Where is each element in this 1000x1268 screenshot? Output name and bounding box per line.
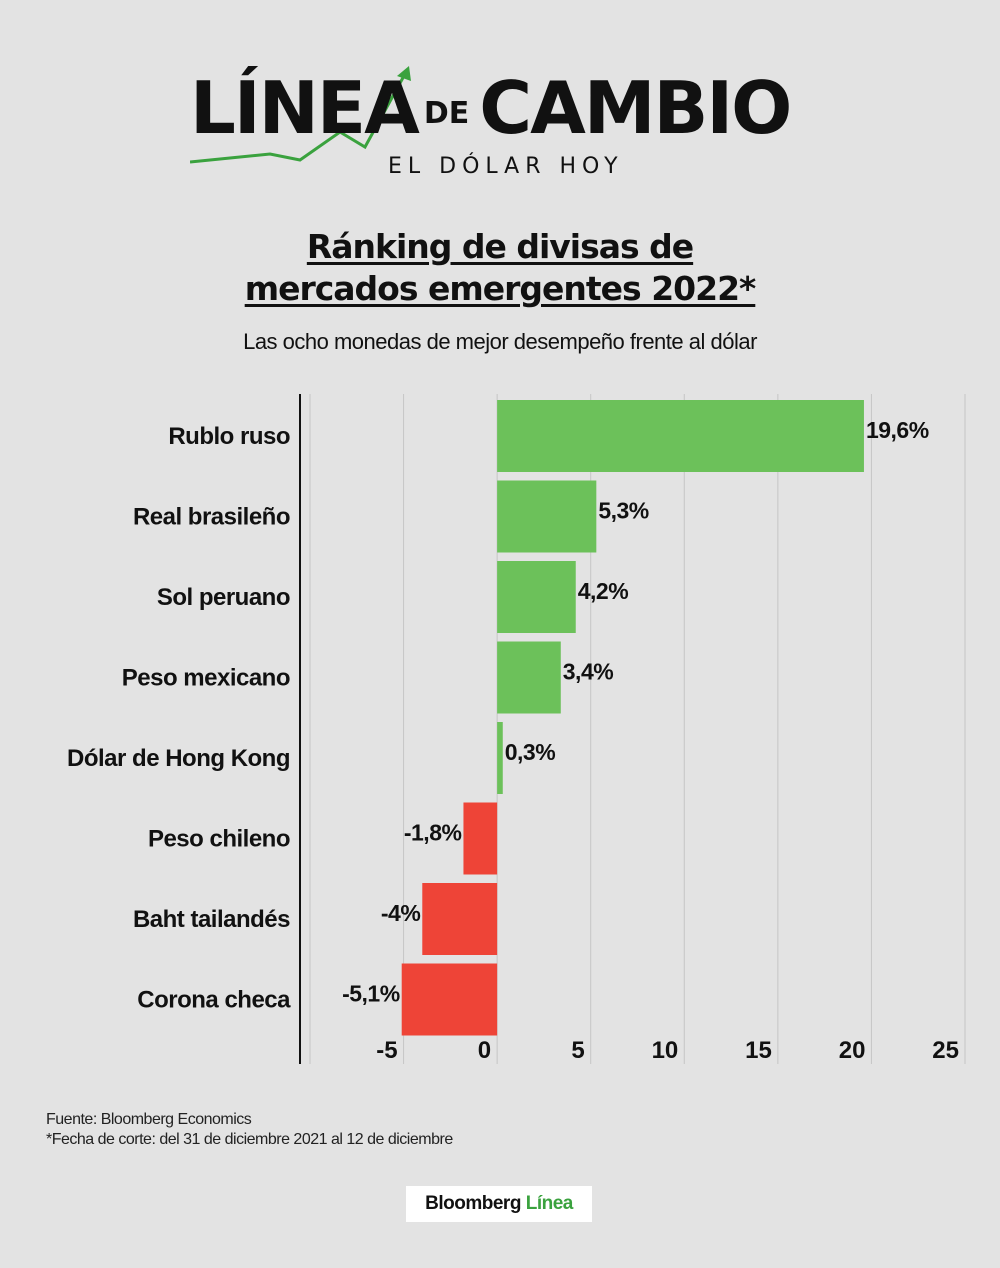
x-tick-label: -5 bbox=[376, 1037, 397, 1064]
data-label: -1,8% bbox=[404, 820, 462, 846]
category-label: Peso mexicano bbox=[122, 665, 290, 692]
x-tick-label: 15 bbox=[745, 1037, 772, 1064]
brand-accent: Línea bbox=[525, 1193, 574, 1214]
bar bbox=[497, 480, 597, 553]
bar bbox=[463, 802, 498, 875]
category-label: Real brasileño bbox=[133, 504, 290, 531]
logo-subtitle: EL DÓLAR HOY bbox=[388, 154, 624, 179]
bar bbox=[497, 722, 503, 794]
bar bbox=[497, 400, 864, 472]
category-label: Peso chileno bbox=[148, 826, 290, 853]
category-label: Rublo ruso bbox=[168, 423, 290, 450]
logo: LÍNEA DE CAMBIO EL DÓLAR HOY bbox=[190, 62, 850, 182]
trend-arrow-icon bbox=[190, 66, 411, 164]
chart-subtitle: Las ocho monedas de mejor desempeño fren… bbox=[243, 329, 757, 354]
data-label: 5,3% bbox=[598, 498, 648, 524]
x-tick-label: 0 bbox=[478, 1037, 491, 1064]
data-label: 19,6% bbox=[866, 417, 929, 443]
category-label: Corona checa bbox=[137, 987, 291, 1014]
footer: Fuente: Bloomberg Economics *Fecha de co… bbox=[46, 1110, 453, 1150]
date-note: *Fecha de corte: del 31 de diciembre 202… bbox=[46, 1131, 453, 1148]
data-label: 4,2% bbox=[578, 578, 628, 604]
chart-title: Ránking de divisas de mercados emergente… bbox=[0, 226, 1000, 310]
bar bbox=[401, 963, 498, 1036]
data-label: 3,4% bbox=[563, 659, 613, 685]
x-tick-label: 10 bbox=[652, 1037, 679, 1064]
logo-title: LÍNEA DE CAMBIO bbox=[190, 72, 792, 144]
category-label: Baht tailandés bbox=[133, 906, 290, 933]
source-note: Fuente: Bloomberg Economics bbox=[46, 1111, 252, 1128]
chart-title-line-1: Ránking de divisas de bbox=[306, 227, 694, 266]
logo-word-cambio: CAMBIO bbox=[479, 66, 792, 150]
chart-title-line-2: mercados emergentes 2022* bbox=[244, 269, 757, 308]
brand-name: Bloomberg bbox=[425, 1193, 521, 1214]
logo-word-de: DE bbox=[423, 96, 470, 131]
category-label: Sol peruano bbox=[157, 584, 290, 611]
data-label: -4% bbox=[381, 900, 420, 926]
bar bbox=[497, 641, 561, 714]
bar bbox=[422, 883, 498, 955]
x-tick-label: 25 bbox=[932, 1037, 959, 1064]
bar bbox=[497, 561, 576, 633]
x-tick-label: 20 bbox=[839, 1037, 866, 1064]
data-label: -5,1% bbox=[342, 981, 400, 1007]
brand-logo: Bloomberg Línea bbox=[406, 1186, 592, 1222]
category-label: Dólar de Hong Kong bbox=[67, 745, 290, 772]
logo-word-linea: LÍNEA bbox=[190, 66, 420, 150]
bar-chart: Rublo ruso 19,6% Real brasileño 5,3% Sol per… bbox=[67, 394, 966, 1064]
data-label: 0,3% bbox=[505, 739, 555, 765]
x-tick-label: 5 bbox=[571, 1037, 584, 1064]
